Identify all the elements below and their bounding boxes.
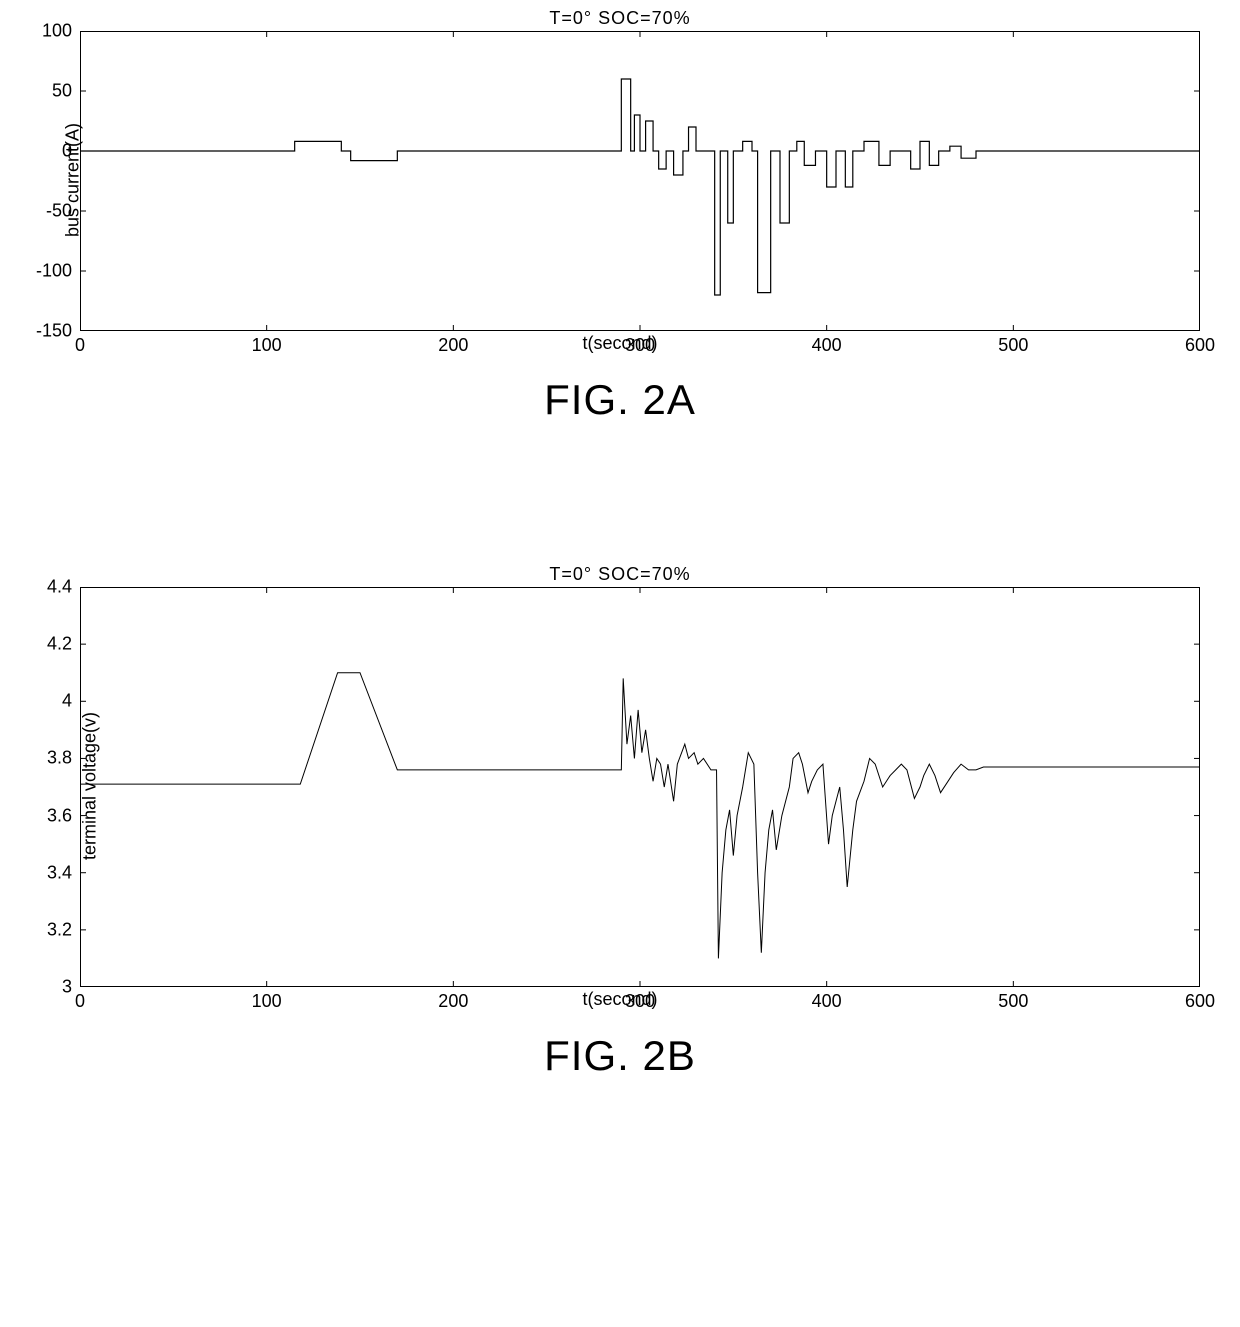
xtick-label: 500 xyxy=(998,991,1028,1012)
ytick-label: 3.4 xyxy=(47,862,72,883)
ytick-label: 3 xyxy=(62,977,72,998)
figure-b: T=0° SOC=70% 3 3.2 3.4 3.6 3.8 4 4.2 4.4 0 100 20… xyxy=(0,556,1240,1080)
spacer xyxy=(0,446,1240,556)
chart-b-svg xyxy=(80,587,1200,987)
figure-b-caption: FIG. 2B xyxy=(0,1032,1240,1080)
xtick-label: 300 xyxy=(625,991,655,1012)
ytick-label: -100 xyxy=(36,261,72,282)
ytick-label: 3.6 xyxy=(47,805,72,826)
ytick-label: -150 xyxy=(36,321,72,342)
ytick-label: 3.8 xyxy=(47,748,72,769)
xtick-label: 0 xyxy=(75,991,85,1012)
ytick-label: 3.2 xyxy=(47,919,72,940)
xtick-label: 600 xyxy=(1185,991,1215,1012)
ytick-label: 4.4 xyxy=(47,577,72,598)
figure-a: T=0° SOC=70% -150-100-50050100 010020030… xyxy=(0,0,1240,424)
ytick-label: 50 xyxy=(52,81,72,102)
xtick-label: 500 xyxy=(998,335,1028,356)
xtick-label: 600 xyxy=(1185,335,1215,356)
xtick-label: 200 xyxy=(438,991,468,1012)
xtick-label: 100 xyxy=(252,335,282,356)
xtick-label: 300 xyxy=(625,335,655,356)
xtick-label: 400 xyxy=(812,335,842,356)
figure-a-caption: FIG. 2A xyxy=(0,376,1240,424)
chart-a-xlabel: t(second) xyxy=(0,333,1240,354)
ytick-label: 4.2 xyxy=(47,634,72,655)
xtick-label: 200 xyxy=(438,335,468,356)
ytick-label: 100 xyxy=(42,21,72,42)
xtick-label: 0 xyxy=(75,335,85,356)
chart-a-ylabel: bus current(A) xyxy=(63,123,84,237)
xtick-label: 100 xyxy=(252,991,282,1012)
ytick-label: 4 xyxy=(62,691,72,712)
chart-b-xlabel: t(second) xyxy=(0,989,1240,1010)
chart-a-title: T=0° SOC=70% xyxy=(0,0,1240,31)
chart-b-ylabel: terminal voltage(v) xyxy=(80,712,101,860)
xtick-label: 400 xyxy=(812,991,842,1012)
chart-b-title: T=0° SOC=70% xyxy=(0,556,1240,587)
chart-a-svg xyxy=(80,31,1200,331)
